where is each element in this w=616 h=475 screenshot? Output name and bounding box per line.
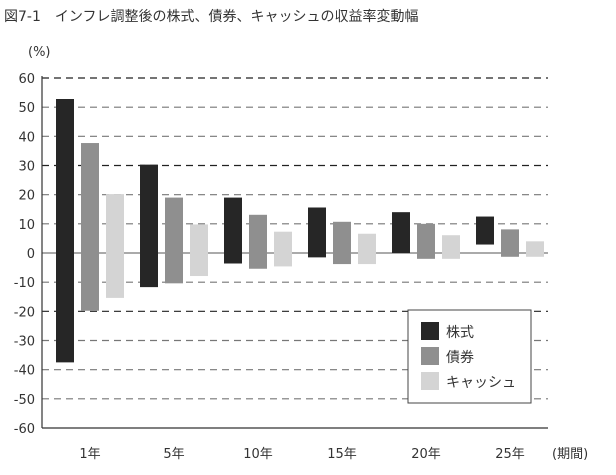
y-tick-label: 0 [27, 247, 35, 262]
legend-label: 株式 [446, 325, 474, 341]
legend-swatch [421, 322, 439, 340]
x-tick-label: 5年 [163, 447, 184, 462]
y-tick-label: -60 [14, 422, 35, 437]
y-tick-label: -20 [14, 305, 35, 320]
bar-1-0 [81, 143, 99, 311]
bar-2-3 [358, 233, 376, 265]
x-tick-label: 25年 [495, 447, 525, 462]
bar-1-5 [501, 229, 519, 257]
y-tick-label: 60 [18, 72, 35, 87]
x-tick-label: 20年 [411, 447, 441, 462]
y-tick-label: 30 [18, 160, 35, 175]
bar-2-1 [190, 224, 208, 277]
y-tick-label: -40 [14, 364, 35, 379]
x-tick-label: 1年 [79, 447, 100, 462]
bar-2-5 [526, 241, 544, 257]
legend-swatch [421, 347, 439, 365]
x-tick-label: 10年 [243, 447, 273, 462]
y-tick-label: -50 [14, 393, 35, 408]
y-tick-label: -10 [14, 276, 35, 291]
bar-2-4 [442, 235, 460, 259]
bar-0-3 [308, 207, 326, 258]
y-tick-label: 10 [18, 218, 35, 233]
legend-label: キャッシュ [446, 375, 516, 391]
chart-title: 図7-1 インフレ調整後の株式、債券、キャッシュの収益率変動幅 [4, 8, 418, 25]
bar-1-2 [249, 214, 267, 269]
y-tick-label: 20 [18, 189, 35, 204]
bar-1-4 [417, 223, 435, 259]
y-axis-label: (%) [28, 45, 51, 60]
bar-2-2 [274, 231, 292, 267]
bar-0-0 [56, 99, 74, 363]
bar-1-3 [333, 221, 351, 265]
bar-0-1 [140, 164, 158, 288]
bar-0-5 [476, 216, 494, 245]
bar-0-4 [392, 212, 410, 253]
y-tick-label: -30 [14, 335, 35, 350]
y-tick-label: 40 [18, 130, 35, 145]
bar-1-1 [165, 197, 183, 284]
legend-label: 債券 [446, 350, 474, 366]
legend-swatch [421, 372, 439, 390]
bar-0-2 [224, 197, 242, 264]
x-axis-label: (期間) [552, 447, 588, 462]
x-tick-label: 15年 [327, 447, 357, 462]
bar-2-0 [106, 194, 124, 298]
y-tick-label: 50 [18, 101, 35, 116]
